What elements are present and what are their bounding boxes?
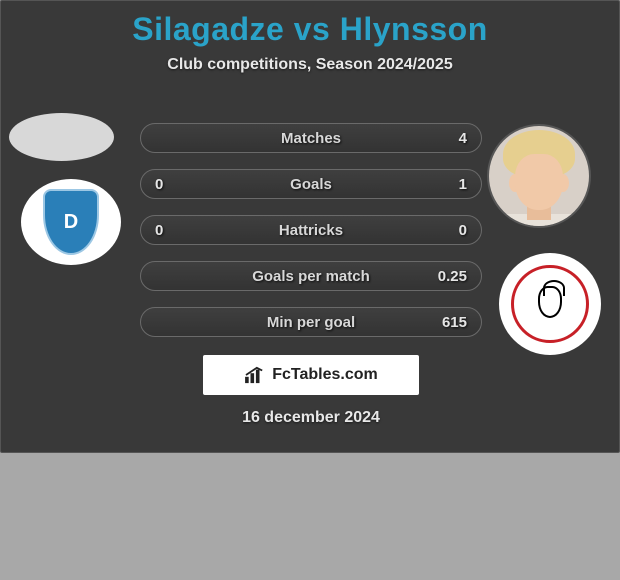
bar-chart-icon xyxy=(244,366,266,384)
stats-list: Matches 4 0 Goals 1 0 Hattricks 0 Goals … xyxy=(140,123,482,353)
stat-row: 0 Hattricks 0 xyxy=(140,215,482,245)
stat-label: Goals per match xyxy=(201,268,421,285)
club-right-badge xyxy=(499,253,601,355)
stat-right-value: 1 xyxy=(421,176,467,193)
subtitle: Club competitions, Season 2024/2025 xyxy=(1,56,619,74)
stat-row: 0 Goals 1 xyxy=(140,169,482,199)
stat-label: Goals xyxy=(201,176,421,193)
stat-left-value: 0 xyxy=(155,176,201,193)
stat-label: Matches xyxy=(201,130,421,147)
player-left-avatar-placeholder xyxy=(9,113,114,161)
stat-right-value: 0 xyxy=(421,222,467,239)
ajax-icon xyxy=(511,265,589,343)
player-right-avatar xyxy=(489,126,589,226)
stat-row: Goals per match 0.25 xyxy=(140,261,482,291)
stat-row: Matches 4 xyxy=(140,123,482,153)
stat-right-value: 615 xyxy=(421,314,467,331)
stat-right-value: 4 xyxy=(421,130,467,147)
date-label: 16 december 2024 xyxy=(1,409,620,427)
page-title: Silagadze vs Hlynsson xyxy=(1,1,619,48)
stat-right-value: 0.25 xyxy=(421,268,467,285)
shield-icon: D xyxy=(43,189,99,255)
stat-label: Hattricks xyxy=(201,222,421,239)
stat-label: Min per goal xyxy=(201,314,421,331)
comparison-card: Silagadze vs Hlynsson Club competitions,… xyxy=(0,0,620,453)
club-left-badge: D xyxy=(21,179,121,265)
brand-box: FcTables.com xyxy=(203,355,419,395)
stat-row: Min per goal 615 xyxy=(140,307,482,337)
brand-text: FcTables.com xyxy=(272,366,378,384)
stat-left-value: 0 xyxy=(155,222,201,239)
